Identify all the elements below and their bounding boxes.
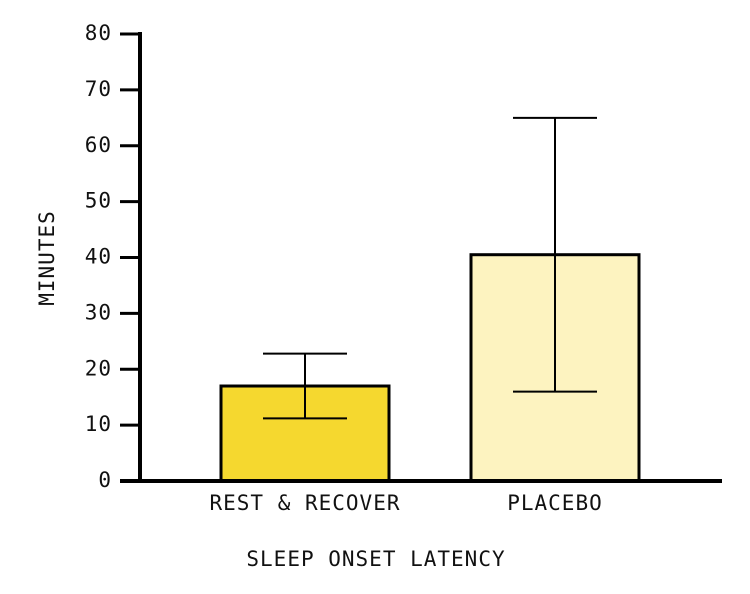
- y-tick-label: 50: [85, 189, 112, 213]
- error-bar: [263, 352, 347, 420]
- x-axis-label: SLEEP ONSET LATENCY: [246, 547, 505, 571]
- y-tick-label: 30: [85, 300, 112, 324]
- y-tick-label: 80: [85, 21, 112, 45]
- x-tick-label: PLACEBO: [507, 491, 603, 515]
- error-bar: [513, 116, 597, 393]
- y-tick-label: 20: [85, 356, 112, 380]
- y-tick-label: 70: [85, 77, 112, 101]
- y-tick-label: 0: [98, 468, 112, 492]
- y-tick-label: 60: [85, 133, 112, 157]
- x-tick-label: REST & RECOVER: [209, 491, 400, 515]
- y-axis-label: MINUTES: [35, 210, 59, 306]
- y-tick-label: 10: [85, 412, 112, 436]
- y-tick-label: 40: [85, 245, 112, 269]
